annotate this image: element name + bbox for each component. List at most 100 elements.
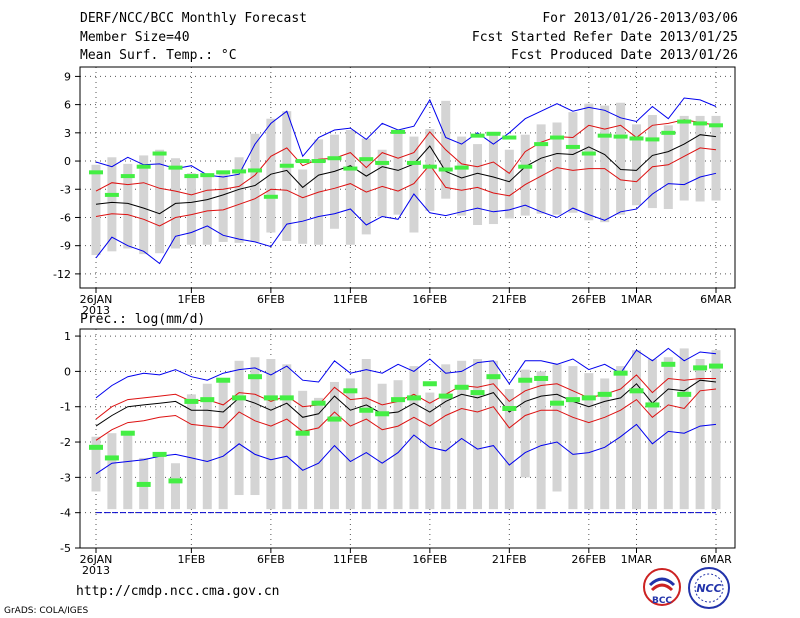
observed-marker bbox=[311, 400, 326, 406]
observed-marker bbox=[152, 451, 167, 457]
range-bar bbox=[377, 383, 387, 510]
range-bar bbox=[488, 360, 498, 510]
ensemble-median-line bbox=[95, 134, 717, 215]
range-bar bbox=[584, 103, 594, 221]
observed-marker bbox=[438, 393, 453, 399]
forecast-period: For 2013/01/26-2013/03/06 bbox=[542, 11, 738, 26]
observed-marker bbox=[263, 194, 278, 199]
range-bar bbox=[282, 364, 292, 510]
observed-marker bbox=[232, 395, 247, 401]
observed-marker bbox=[693, 121, 708, 126]
observed-marker bbox=[486, 131, 501, 136]
range-bar bbox=[457, 360, 467, 510]
observed-marker bbox=[470, 390, 485, 396]
observed-marker bbox=[247, 374, 262, 380]
range-bar bbox=[298, 169, 308, 244]
range-bar bbox=[170, 463, 180, 510]
range-bar bbox=[282, 111, 292, 241]
observed-marker bbox=[200, 173, 215, 178]
observed-marker bbox=[184, 174, 199, 179]
observed-marker bbox=[565, 144, 580, 149]
range-bar bbox=[536, 371, 546, 510]
observed-marker bbox=[709, 363, 723, 369]
range-bar bbox=[361, 138, 371, 235]
observed-marker bbox=[232, 169, 247, 174]
observed-marker bbox=[359, 407, 374, 413]
grads-credit: GrADS: COLA/IGES bbox=[4, 606, 89, 616]
observed-marker bbox=[693, 365, 708, 371]
range-bar bbox=[345, 130, 355, 245]
x-tick-label: 1MAR bbox=[621, 293, 653, 306]
range-bar bbox=[504, 149, 514, 219]
observed-marker bbox=[677, 391, 692, 397]
observed-marker bbox=[502, 135, 517, 140]
plot-frame bbox=[79, 328, 736, 549]
range-bar bbox=[632, 350, 642, 510]
observed-marker bbox=[184, 398, 199, 404]
range-bar bbox=[234, 157, 244, 243]
member-size: Member Size=40 bbox=[80, 30, 190, 45]
range-bar bbox=[250, 133, 260, 242]
x-tick-label: 6MAR bbox=[700, 553, 732, 566]
y-tick-label: 9 bbox=[64, 70, 71, 83]
observed-marker bbox=[661, 361, 676, 367]
ncc-logo-text: NCC bbox=[696, 582, 721, 595]
x-tick-label: 26JAN bbox=[80, 553, 113, 566]
range-bar bbox=[345, 378, 355, 510]
observed-marker bbox=[295, 430, 310, 436]
observed-marker bbox=[422, 164, 437, 169]
range-bar bbox=[457, 136, 467, 216]
range-bar bbox=[139, 155, 149, 255]
x-tick-label: 6FEB bbox=[257, 293, 285, 306]
variable-label: Mean Surf. Temp.: °C bbox=[80, 48, 237, 63]
ensemble-upper-quartile-line bbox=[95, 119, 717, 196]
observed-marker bbox=[486, 374, 501, 380]
observed-marker bbox=[422, 381, 437, 387]
range-bar bbox=[218, 378, 228, 510]
observed-marker bbox=[550, 135, 565, 140]
precip-label: Prec.: log(mm/d) bbox=[80, 312, 205, 327]
observed-marker bbox=[263, 395, 278, 401]
observed-marker bbox=[645, 402, 660, 408]
observed-marker bbox=[136, 164, 151, 169]
range-bar bbox=[488, 132, 498, 225]
ensemble-max-line bbox=[95, 347, 717, 399]
y-tick-label: -3 bbox=[60, 471, 71, 484]
observed-marker bbox=[311, 159, 326, 164]
range-bar bbox=[361, 359, 371, 510]
range-bar bbox=[600, 105, 610, 223]
range-bar bbox=[441, 364, 451, 510]
observed-marker bbox=[168, 478, 183, 484]
observed-marker bbox=[327, 416, 342, 422]
range-bar bbox=[107, 157, 117, 252]
ensemble-lower-quartile-line bbox=[95, 147, 717, 227]
range-bar bbox=[123, 431, 133, 510]
range-bar bbox=[473, 144, 483, 225]
range-bar bbox=[552, 364, 562, 492]
range-bar bbox=[409, 136, 419, 233]
y-tick-label: -1 bbox=[60, 401, 71, 414]
range-bar bbox=[473, 359, 483, 510]
range-bar bbox=[695, 359, 705, 510]
observed-marker bbox=[279, 395, 294, 401]
range-bar bbox=[711, 350, 721, 510]
range-bar bbox=[393, 380, 403, 510]
observed-marker bbox=[216, 377, 231, 383]
source-url[interactable]: http://cmdp.ncc.cma.gov.cn bbox=[76, 584, 280, 599]
observed-marker bbox=[534, 375, 549, 381]
range-bar bbox=[266, 359, 276, 510]
observed-marker bbox=[502, 405, 517, 411]
observed-marker bbox=[120, 430, 135, 436]
range-bar bbox=[568, 366, 578, 510]
y-tick-label: 0 bbox=[64, 365, 71, 378]
x-tick-label: 16FEB bbox=[412, 553, 447, 566]
observed-marker bbox=[104, 455, 119, 461]
observed-marker bbox=[327, 156, 342, 161]
x-tick-label: 11FEB bbox=[333, 293, 368, 306]
range-bar bbox=[552, 122, 562, 215]
x-tick-label: 26FEB bbox=[571, 293, 606, 306]
range-bar bbox=[616, 102, 626, 215]
x-tick-sublabel: 2013 bbox=[82, 564, 110, 577]
x-tick-label: 21FEB bbox=[492, 293, 527, 306]
range-bar bbox=[155, 452, 165, 510]
